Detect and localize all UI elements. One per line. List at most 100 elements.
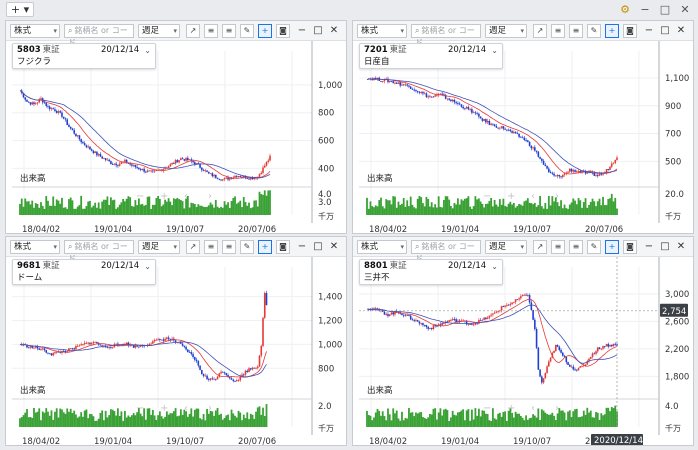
volume-bar bbox=[202, 206, 205, 215]
panel-close-icon[interactable]: ✕ bbox=[329, 241, 339, 252]
candle-body bbox=[436, 94, 438, 96]
screenshot-icon[interactable]: ◙ bbox=[623, 24, 637, 38]
nav-control-icon[interactable]: − bbox=[483, 403, 491, 414]
chevron-circle-icon[interactable]: ⌄ bbox=[491, 262, 498, 271]
period-select[interactable]: 週足 ▾ bbox=[138, 240, 180, 254]
panel-close-icon[interactable]: ✕ bbox=[676, 241, 686, 252]
indicator-icon[interactable]: ≡ bbox=[551, 24, 565, 38]
volume-bar bbox=[467, 409, 470, 427]
draw-tool-icon[interactable]: ✎ bbox=[240, 24, 254, 38]
draw-tool-icon[interactable]: ✎ bbox=[587, 24, 601, 38]
compare-icon[interactable]: ≡ bbox=[222, 24, 236, 38]
crosshair-icon[interactable]: + bbox=[605, 240, 619, 254]
panel-maximize-icon[interactable]: □ bbox=[313, 241, 323, 252]
chevron-circle-icon[interactable]: ⌄ bbox=[144, 46, 151, 55]
volume-bar bbox=[256, 407, 259, 427]
volume-bar bbox=[62, 412, 65, 427]
nav-control-icon[interactable]: ‹ bbox=[184, 191, 188, 202]
maximize-icon[interactable]: □ bbox=[659, 3, 671, 16]
nav-control-icon[interactable]: ‹ bbox=[531, 191, 535, 202]
screenshot-icon[interactable]: ◙ bbox=[276, 240, 290, 254]
nav-control-icon[interactable]: − bbox=[483, 191, 491, 202]
panel-maximize-icon[interactable]: □ bbox=[660, 241, 670, 252]
asset-type-select[interactable]: 株式 ▾ bbox=[10, 24, 60, 38]
price-chart[interactable]: 1,400 1,200 1,000 800 2.0 千万 出来高 18/04/02 19/01/… bbox=[6, 257, 347, 446]
chart-nav-overlay[interactable]: − + ‹ › bbox=[136, 403, 212, 414]
asset-type-select[interactable]: 株式 ▾ bbox=[357, 240, 407, 254]
chevron-circle-icon[interactable]: ⌄ bbox=[491, 46, 498, 55]
price-chart[interactable]: 1,000 800 600 400 4.03.0 千万 出来高 18/04/02 19/01/0… bbox=[6, 41, 347, 234]
compare-icon[interactable]: ≡ bbox=[569, 240, 583, 254]
period-select[interactable]: 週足 ▾ bbox=[485, 240, 527, 254]
close-icon[interactable]: ✕ bbox=[680, 3, 690, 16]
nav-control-icon[interactable]: › bbox=[555, 403, 559, 414]
period-select[interactable]: 週足 ▾ bbox=[485, 24, 527, 38]
panel-close-icon[interactable]: ✕ bbox=[676, 25, 686, 36]
volume-bar bbox=[195, 207, 198, 215]
nav-control-icon[interactable]: › bbox=[208, 403, 212, 414]
asset-type-select[interactable]: 株式 ▾ bbox=[10, 240, 60, 254]
indicator-icon[interactable]: ≡ bbox=[204, 240, 218, 254]
trendline-tool-icon[interactable]: ↗ bbox=[533, 240, 547, 254]
nav-control-icon[interactable]: › bbox=[208, 191, 212, 202]
trendline-tool-icon[interactable]: ↗ bbox=[186, 24, 200, 38]
panel-maximize-icon[interactable]: □ bbox=[660, 25, 670, 36]
symbol-search-input[interactable]: ⌕銘柄名 or コード bbox=[411, 24, 481, 47]
symbol-info-box[interactable]: 5803 東証 20/12/14 ⌄ フジクラ bbox=[12, 43, 156, 69]
candle-body bbox=[434, 95, 436, 97]
chart-nav-overlay[interactable]: − + ‹ › bbox=[136, 191, 212, 202]
nav-control-icon[interactable]: + bbox=[507, 403, 515, 414]
draw-tool-icon[interactable]: ✎ bbox=[240, 240, 254, 254]
nav-control-icon[interactable]: − bbox=[136, 403, 144, 414]
symbol-search-input[interactable]: ⌕銘柄名 or コード bbox=[64, 240, 134, 263]
chevron-circle-icon[interactable]: ⌄ bbox=[144, 262, 151, 271]
nav-control-icon[interactable]: ‹ bbox=[531, 403, 535, 414]
trendline-tool-icon[interactable]: ↗ bbox=[186, 240, 200, 254]
price-chart[interactable]: 1,100 900 700 500 20.0 千万 出来高 18/04/02 19/01/04 1… bbox=[353, 41, 694, 234]
nav-control-icon[interactable]: + bbox=[507, 191, 515, 202]
chart-nav-overlay[interactable]: − + ‹ › bbox=[483, 403, 559, 414]
compare-icon[interactable]: ≡ bbox=[222, 240, 236, 254]
crosshair-icon[interactable]: + bbox=[258, 240, 272, 254]
symbol-info-box[interactable]: 9681 東証 20/12/14 ⌄ ドーム bbox=[12, 259, 156, 285]
panel-minimize-icon[interactable]: − bbox=[644, 241, 654, 252]
symbol-search-input[interactable]: ⌕銘柄名 or コード bbox=[411, 240, 481, 263]
minimize-icon[interactable]: − bbox=[640, 3, 650, 16]
price-chart[interactable]: 3,000 2,600 2,200 1,800 4.0 千万 出来高 18/04/02 19/0… bbox=[353, 257, 694, 446]
volume-bar bbox=[547, 414, 550, 427]
candle-body bbox=[164, 168, 166, 169]
volume-bar bbox=[239, 412, 242, 427]
panel-minimize-icon[interactable]: − bbox=[297, 25, 307, 36]
nav-control-icon[interactable]: › bbox=[555, 191, 559, 202]
nav-control-icon[interactable]: ‹ bbox=[184, 403, 188, 414]
volume-bar bbox=[411, 204, 414, 215]
nav-control-icon[interactable]: − bbox=[136, 191, 144, 202]
nav-control-icon[interactable]: + bbox=[160, 403, 168, 414]
panel-minimize-icon[interactable]: − bbox=[644, 25, 654, 36]
candle-body bbox=[169, 164, 172, 167]
panel-minimize-icon[interactable]: − bbox=[297, 241, 307, 252]
screenshot-icon[interactable]: ◙ bbox=[276, 24, 290, 38]
compare-icon[interactable]: ≡ bbox=[569, 24, 583, 38]
nav-control-icon[interactable]: + bbox=[160, 191, 168, 202]
period-select[interactable]: 週足 ▾ bbox=[138, 24, 180, 38]
add-panel-button[interactable]: + ▾ bbox=[6, 2, 34, 17]
panel-close-icon[interactable]: ✕ bbox=[329, 25, 339, 36]
symbol-search-input[interactable]: ⌕銘柄名 or コード bbox=[64, 24, 134, 47]
volume-bar bbox=[526, 419, 529, 427]
symbol-info-box[interactable]: 7201 東証 20/12/14 ⌄ 日産自 bbox=[359, 43, 503, 69]
volume-bar bbox=[26, 201, 28, 215]
candle-body bbox=[68, 124, 70, 127]
screenshot-icon[interactable]: ◙ bbox=[623, 240, 637, 254]
indicator-icon[interactable]: ≡ bbox=[551, 240, 565, 254]
chart-nav-overlay[interactable]: − + ‹ › bbox=[483, 191, 559, 202]
asset-type-select[interactable]: 株式 ▾ bbox=[357, 24, 407, 38]
crosshair-icon[interactable]: + bbox=[605, 24, 619, 38]
symbol-info-box[interactable]: 8801 東証 20/12/14 ⌄ 三井不 bbox=[359, 259, 503, 285]
panel-maximize-icon[interactable]: □ bbox=[313, 25, 323, 36]
trendline-tool-icon[interactable]: ↗ bbox=[533, 24, 547, 38]
crosshair-icon[interactable]: + bbox=[258, 24, 272, 38]
gear-icon[interactable]: ⚙ bbox=[620, 3, 630, 16]
indicator-icon[interactable]: ≡ bbox=[204, 24, 218, 38]
draw-tool-icon[interactable]: ✎ bbox=[587, 240, 601, 254]
